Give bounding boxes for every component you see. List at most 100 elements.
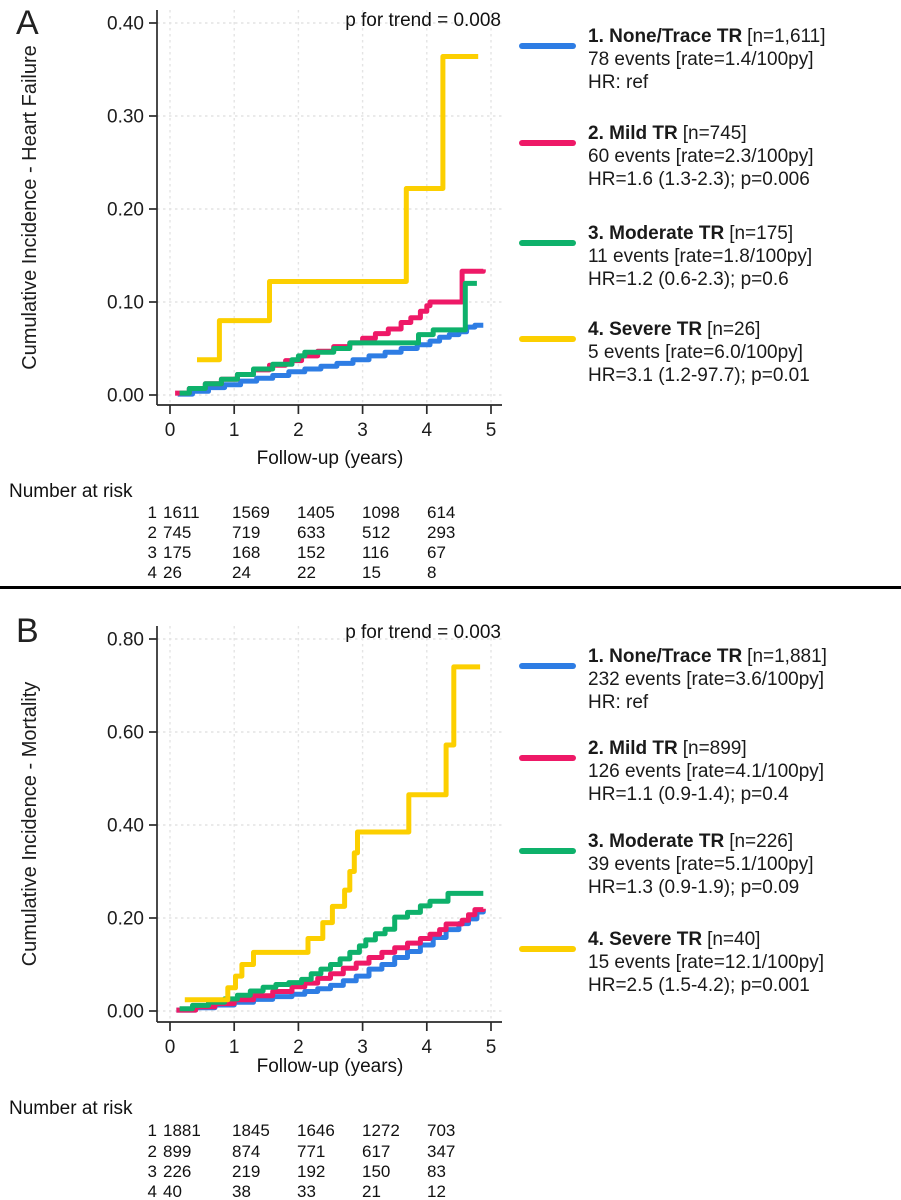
at-risk-value: 771 — [297, 1142, 326, 1161]
legend-n: [n=175] — [729, 223, 794, 244]
svg-text:5: 5 — [486, 420, 497, 441]
legend-line-swatch — [519, 848, 576, 854]
at-risk-value: 1646 — [297, 1121, 335, 1140]
at-risk-value: 614 — [427, 503, 456, 522]
at-risk-value: 192 — [297, 1162, 326, 1181]
legend-title: 3. Moderate TR [n=175] — [588, 222, 897, 245]
at-risk-value: 899 — [163, 1142, 192, 1161]
legend-hr: HR=1.6 (1.3-2.3); p=0.006 — [588, 169, 810, 190]
legend-hr: HR=1.2 (0.6-2.3); p=0.6 — [588, 269, 789, 290]
at-risk-value: 1569 — [232, 503, 270, 522]
legend-entry-moderate: 3. Moderate TR [n=226] 39 events [rate=5.… — [515, 830, 897, 899]
at-risk-group: 1 — [147, 503, 157, 522]
svg-text:0.00: 0.00 — [107, 386, 144, 407]
legend-line-swatch — [519, 240, 576, 246]
at-risk-row: 2 899 874 771 617 347 — [0, 1142, 500, 1162]
legend-line-swatch — [519, 946, 576, 952]
at-risk-value: 22 — [297, 563, 316, 582]
legend-events: 232 events [rate=3.6/100py] — [588, 669, 825, 690]
at-risk-value: 347 — [427, 1142, 456, 1161]
at-risk-value: 512 — [362, 523, 391, 542]
at-risk-group: 1 — [147, 1121, 157, 1140]
at-risk-value: 40 — [163, 1182, 182, 1200]
svg-text:4: 4 — [422, 1037, 433, 1058]
legend-n: [n=899] — [682, 738, 747, 759]
at-risk-row: 4 40 38 33 21 12 — [0, 1182, 500, 1200]
legend-events: 15 events [rate=12.1/100py] — [588, 952, 825, 973]
at-risk-value: 150 — [362, 1162, 391, 1181]
at-risk-title: Number at risk — [9, 1098, 133, 1119]
legend-events: 78 events [rate=1.4/100py] — [588, 49, 814, 70]
legend-entry-moderate: 3. Moderate TR [n=175] 11 events [rate=1.… — [515, 222, 897, 291]
svg-text:0: 0 — [165, 1037, 176, 1058]
legend-line-swatch — [519, 336, 576, 342]
at-risk-value: 175 — [163, 543, 192, 562]
at-risk-value: 38 — [232, 1182, 251, 1200]
legend-group-name: 4. Severe TR — [588, 929, 703, 950]
at-risk-value: 1272 — [362, 1121, 400, 1140]
at-risk-value: 219 — [232, 1162, 261, 1181]
legend-entry-mild: 2. Mild TR [n=745] 60 events [rate=2.3/10… — [515, 122, 897, 191]
at-risk-row: 4 26 24 22 15 8 — [0, 563, 500, 583]
at-risk-value: 67 — [427, 543, 446, 562]
legend-group-name: 1. None/Trace TR — [588, 646, 743, 667]
at-risk-value: 1881 — [163, 1121, 201, 1140]
svg-text:0.10: 0.10 — [107, 293, 144, 314]
legend-line-swatch — [519, 663, 576, 669]
at-risk-value: 8 — [427, 563, 437, 582]
legend-line-swatch — [519, 43, 576, 49]
legend-n: [n=26] — [707, 319, 761, 340]
legend-title: 4. Severe TR [n=26] — [588, 318, 897, 341]
at-risk-value: 874 — [232, 1142, 261, 1161]
svg-text:0.20: 0.20 — [107, 909, 144, 930]
at-risk-value: 21 — [362, 1182, 381, 1200]
legend-hr: HR: ref — [588, 72, 649, 93]
legend-hr: HR=3.1 (1.2-97.7); p=0.01 — [588, 365, 810, 386]
svg-text:5: 5 — [486, 1037, 497, 1058]
panel-a-label: A — [16, 4, 39, 42]
svg-text:0.00: 0.00 — [107, 1002, 144, 1023]
at-risk-value: 26 — [163, 563, 182, 582]
at-risk-row: 3 175 168 152 116 67 — [0, 543, 500, 563]
legend-group-name: 3. Moderate TR — [588, 831, 725, 852]
at-risk-value: 12 — [427, 1182, 446, 1200]
legend-n: [n=1,611] — [747, 26, 826, 47]
at-risk-value: 745 — [163, 523, 192, 542]
panel-b-xaxis-title: Follow-up (years) — [256, 1056, 404, 1077]
at-risk-row: 2 745 719 633 512 293 — [0, 523, 500, 543]
svg-text:4: 4 — [422, 420, 433, 441]
svg-text:0: 0 — [165, 420, 176, 441]
legend-group-name: 2. Mild TR — [588, 123, 678, 144]
legend-hr: HR=2.5 (1.5-4.2); p=0.001 — [588, 975, 810, 996]
at-risk-value: 83 — [427, 1162, 446, 1181]
panel-b-annotation: p for trend = 0.003 — [345, 622, 501, 643]
svg-text:3: 3 — [357, 420, 368, 441]
svg-text:2: 2 — [293, 420, 304, 441]
at-risk-row: 3 226 219 192 150 83 — [0, 1162, 500, 1182]
legend-title: 2. Mild TR [n=899] — [588, 737, 897, 760]
at-risk-value: 703 — [427, 1121, 456, 1140]
at-risk-group: 2 — [147, 523, 157, 542]
legend-events: 39 events [rate=5.1/100py] — [588, 854, 814, 875]
legend-n: [n=226] — [729, 831, 794, 852]
legend-hr: HR=1.3 (0.9-1.9); p=0.09 — [588, 877, 800, 898]
at-risk-row: 1 1881 1845 1646 1272 703 — [0, 1121, 500, 1141]
panel-divider — [0, 586, 901, 589]
at-risk-value: 33 — [297, 1182, 316, 1200]
svg-text:0.60: 0.60 — [107, 723, 144, 744]
legend-title: 4. Severe TR [n=40] — [588, 928, 897, 951]
legend-title: 3. Moderate TR [n=226] — [588, 830, 897, 853]
panel-a-plot: 0.00 0.10 0.20 0.30 0.40 0 1 2 3 4 5 Cumulative Inc… — [19, 10, 502, 441]
svg-text:0.40: 0.40 — [107, 14, 144, 35]
svg-text:3: 3 — [357, 1037, 368, 1058]
at-risk-value: 1405 — [297, 503, 335, 522]
at-risk-group: 4 — [147, 563, 157, 582]
at-risk-value: 116 — [362, 543, 390, 562]
at-risk-group: 3 — [147, 543, 157, 562]
legend-n: [n=40] — [707, 929, 761, 950]
at-risk-value: 617 — [362, 1142, 391, 1161]
at-risk-value: 719 — [232, 523, 261, 542]
at-risk-value: 15 — [362, 563, 381, 582]
legend-n: [n=1,881] — [747, 646, 827, 667]
svg-text:Cumulative Incidence - Mortali: Cumulative Incidence - Mortality — [19, 682, 41, 967]
